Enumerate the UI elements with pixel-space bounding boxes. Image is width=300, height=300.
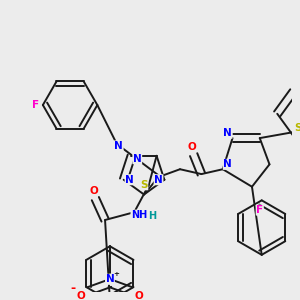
Text: +: + <box>113 272 119 278</box>
Text: N: N <box>154 175 163 185</box>
Text: O: O <box>89 186 98 196</box>
Text: N: N <box>106 274 114 284</box>
Text: NH: NH <box>131 210 147 220</box>
Text: -: - <box>70 282 76 295</box>
Text: F: F <box>32 100 39 110</box>
Text: F: F <box>256 205 263 215</box>
Text: S: S <box>140 180 148 190</box>
Text: N: N <box>133 154 142 164</box>
Text: O: O <box>135 291 143 300</box>
Text: S: S <box>295 123 300 133</box>
Text: H: H <box>148 211 156 221</box>
Text: N: N <box>114 141 123 151</box>
Text: N: N <box>223 159 232 170</box>
Text: O: O <box>76 291 85 300</box>
Text: N: N <box>223 128 232 138</box>
Text: N: N <box>125 175 134 185</box>
Text: O: O <box>187 142 196 152</box>
